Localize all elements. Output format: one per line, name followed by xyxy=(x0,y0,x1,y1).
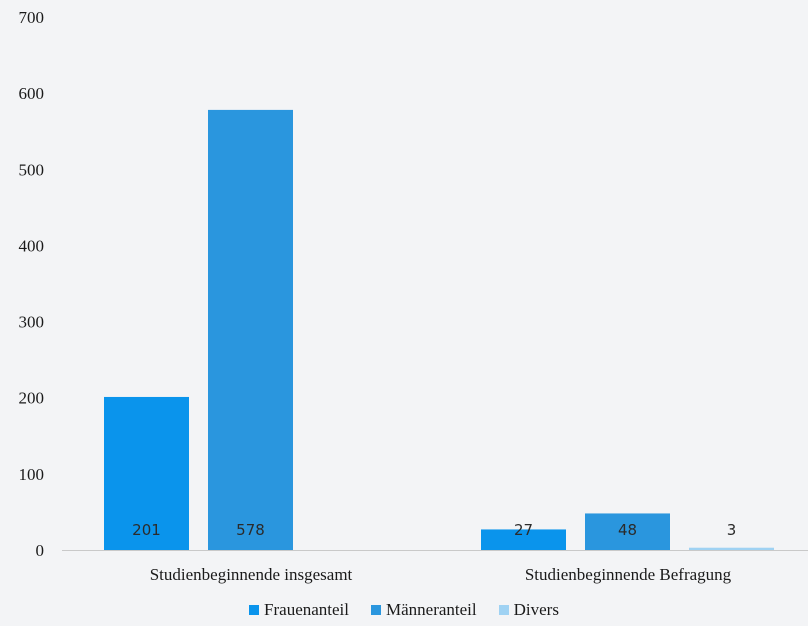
y-tick-label: 500 xyxy=(19,160,45,179)
data-label: 578 xyxy=(236,521,265,539)
y-tick-label: 300 xyxy=(19,313,45,332)
legend-item: Männeranteil xyxy=(371,600,477,620)
y-tick-label: 400 xyxy=(19,236,45,255)
bar xyxy=(689,547,774,550)
legend-swatch xyxy=(498,605,509,615)
data-label: 27 xyxy=(514,521,533,539)
bar xyxy=(585,513,670,550)
legend: Frauenanteil Männeranteil Divers xyxy=(0,600,808,620)
x-axis: Studienbeginnende insgesamt Studienbeginn… xyxy=(150,565,732,584)
bar xyxy=(104,396,189,550)
y-tick-label: 700 xyxy=(19,8,45,27)
legend-item: Frauenanteil xyxy=(249,600,349,620)
legend-label: Divers xyxy=(513,600,559,619)
data-label: 201 xyxy=(132,521,161,539)
y-tick-label: 100 xyxy=(19,465,45,484)
legend-swatch xyxy=(249,605,260,615)
y-tick-label: 200 xyxy=(19,389,45,408)
x-tick-label: Studienbeginnende Befragung xyxy=(525,565,732,584)
y-axis: 0 100 200 300 400 500 600 700 xyxy=(19,8,45,560)
bars xyxy=(104,109,774,550)
bar xyxy=(208,109,293,550)
x-tick-label: Studienbeginnende insgesamt xyxy=(150,565,353,584)
y-tick-label: 600 xyxy=(19,84,45,103)
data-label: 48 xyxy=(618,521,637,539)
y-tick-label: 0 xyxy=(36,541,45,560)
legend-label: Frauenanteil xyxy=(264,600,349,619)
legend-label: Männeranteil xyxy=(386,600,477,619)
data-label: 3 xyxy=(727,521,737,539)
bar xyxy=(481,529,566,550)
legend-swatch xyxy=(371,605,381,615)
data-labels: 201 27 578 48 3 xyxy=(132,521,736,539)
legend-item: Divers xyxy=(498,600,559,620)
